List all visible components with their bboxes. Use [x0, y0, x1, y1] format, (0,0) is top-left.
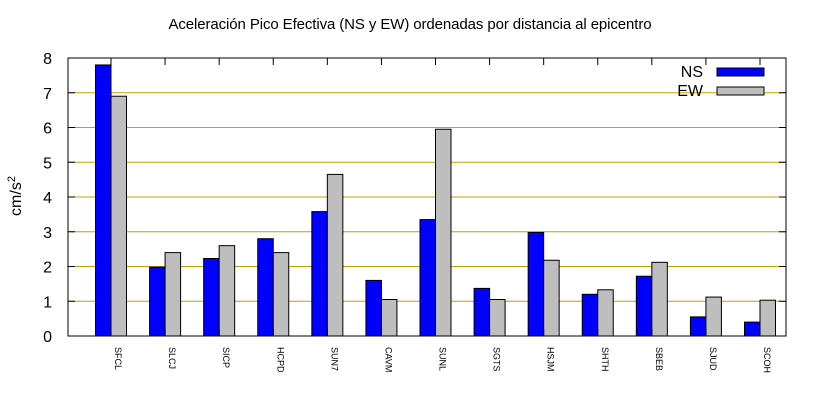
x-tick-label-sgts: SGTS [492, 347, 502, 372]
x-tick-label-sbeb: SBEB [654, 347, 664, 371]
y-tick-label: 2 [43, 260, 52, 277]
bar-ns-hsjm [527, 231, 545, 337]
bar-ns-sbeb [635, 275, 653, 337]
y-tick-label: 8 [43, 51, 52, 68]
bar-ns-sgts [473, 287, 491, 337]
x-tick-label-sun7: SUN7 [329, 347, 339, 371]
bar-ns-shth [581, 293, 599, 337]
x-tick-label-cavm: CAVM [383, 347, 393, 372]
bar-ew-sjud [705, 296, 722, 337]
bar-ew-scoh [759, 299, 776, 337]
bar-ew-sun7 [326, 173, 344, 337]
bar-ns-sjud [689, 316, 707, 337]
y-tick-label: 0 [43, 329, 52, 346]
bar-ew-sfcl [110, 95, 127, 337]
x-tick-label-slcj: SLCJ [167, 347, 177, 369]
x-tick-label-shth: SHTH [600, 347, 610, 372]
x-tick-label-sicp: SICP [221, 347, 231, 368]
x-tick-label-sunl: SUNL [438, 347, 448, 371]
bar-ns-sicp [203, 258, 220, 337]
bar-ns-scoh [744, 321, 761, 337]
y-tick-label: 1 [43, 294, 52, 311]
x-tick-label-sjud: SJUD [708, 347, 718, 371]
bar-ew-sbeb [651, 261, 668, 337]
legend-swatch-ew [716, 86, 765, 96]
bar-ns-hcpd [257, 238, 274, 337]
bar-ns-slcj [149, 266, 166, 337]
chart-title: Aceleración Pico Efectiva (NS y EW) orde… [168, 16, 652, 33]
bar-ew-shth [597, 289, 614, 337]
bar-ns-sunl [419, 219, 436, 337]
y-tick-label: 5 [43, 155, 52, 172]
x-tick-label-hsjm: HSJM [546, 347, 556, 372]
y-tick-label: 3 [43, 225, 52, 242]
y-tick-label: 4 [43, 190, 52, 207]
bar-ns-sfcl [95, 64, 112, 337]
bar-ew-slcj [164, 252, 182, 337]
bar-ew-hcpd [272, 252, 290, 337]
bar-ew-sunl [435, 128, 452, 337]
legend-label-ns: NS [681, 64, 703, 81]
y-tick-label: 6 [43, 121, 52, 138]
bar-ew-sgts [489, 299, 506, 337]
x-tick-label-scoh: SCOH [762, 347, 772, 373]
x-tick-label-sfcl: SFCL [113, 347, 123, 370]
bar-ew-sicp [218, 245, 236, 337]
legend-swatch-ns [716, 67, 765, 77]
y-tick-label: 7 [43, 86, 52, 103]
bar-ew-cavm [380, 299, 398, 337]
bar-ns-cavm [365, 279, 382, 337]
legend-label-ew: EW [677, 83, 704, 100]
x-tick-label-hcpd: HCPD [275, 347, 285, 373]
bar-ns-sun7 [311, 211, 328, 337]
bar-ew-hsjm [543, 259, 560, 337]
